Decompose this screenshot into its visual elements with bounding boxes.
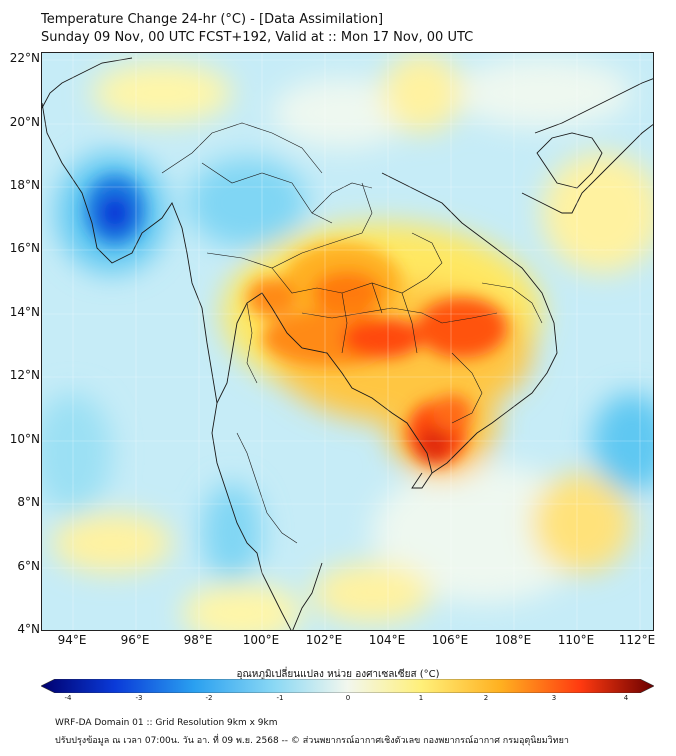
graticule <box>42 53 653 630</box>
lon-label: 98°E <box>183 633 213 647</box>
lat-label: 14°N <box>9 305 40 319</box>
lon-label: 96°E <box>120 633 150 647</box>
colorbar-tick: 0 <box>345 694 351 702</box>
lon-label: 106°E <box>431 633 469 647</box>
colorbar-tick: -3 <box>135 694 143 702</box>
colorbar-tick: 2 <box>483 694 489 702</box>
lat-label: 4°N <box>17 622 40 636</box>
coastlines <box>42 57 653 630</box>
lat-label: 12°N <box>9 368 40 382</box>
lon-label: 102°E <box>305 633 343 647</box>
colorbar <box>41 679 654 693</box>
lon-label: 108°E <box>494 633 532 647</box>
chart-subtitle: Sunday 09 Nov, 00 UTC FCST+192, Valid at… <box>41 30 474 45</box>
lon-label: 94°E <box>57 633 87 647</box>
lat-label: 16°N <box>9 241 40 255</box>
lat-label: 6°N <box>17 559 40 573</box>
field-hotspots <box>85 175 507 465</box>
colorbar-tick: 1 <box>418 694 424 702</box>
colorbar-tick: 4 <box>623 694 629 702</box>
chart-title: Temperature Change 24-hr (°C) - [Data As… <box>41 12 384 27</box>
lon-label: 112°E <box>618 633 656 647</box>
lon-label: 110°E <box>557 633 595 647</box>
lat-label: 22°N <box>9 51 40 65</box>
footer-model-info: WRF-DA Domain 01 :: Grid Resolution 9km … <box>55 718 278 728</box>
colorbar-tick: -1 <box>276 694 284 702</box>
colorbar-tick: -4 <box>64 694 72 702</box>
map-svg <box>42 53 653 630</box>
lon-label: 104°E <box>368 633 406 647</box>
lat-label: 20°N <box>9 115 40 129</box>
colorbar-tick: -2 <box>205 694 213 702</box>
lat-label: 10°N <box>9 432 40 446</box>
footer-credit: ปรับปรุงข้อมูล ณ เวลา 07:00น. วัน อา. ที… <box>55 736 569 746</box>
lat-label: 18°N <box>9 178 40 192</box>
colorbar-label: อุณหภูมิเปลี่ยนแปลง หน่วย องศาเซลเซียส (… <box>236 669 440 680</box>
colorbar-tick: 3 <box>551 694 557 702</box>
lon-label: 100°E <box>242 633 280 647</box>
admin-borders <box>161 122 543 544</box>
lat-label: 8°N <box>17 495 40 509</box>
temperature-map <box>41 52 654 631</box>
